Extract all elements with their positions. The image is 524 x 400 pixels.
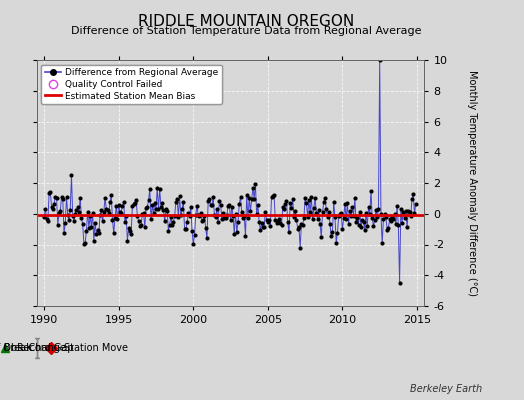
- Legend: Difference from Regional Average, Quality Control Failed, Estimated Station Mean: Difference from Regional Average, Qualit…: [41, 64, 222, 104]
- Text: Berkeley Earth: Berkeley Earth: [410, 384, 482, 394]
- Text: Difference of Station Temperature Data from Regional Average: Difference of Station Temperature Data f…: [71, 26, 421, 36]
- Y-axis label: Monthly Temperature Anomaly Difference (°C): Monthly Temperature Anomaly Difference (…: [467, 70, 477, 296]
- Text: RIDDLE MOUNTAIN OREGON: RIDDLE MOUNTAIN OREGON: [138, 14, 354, 29]
